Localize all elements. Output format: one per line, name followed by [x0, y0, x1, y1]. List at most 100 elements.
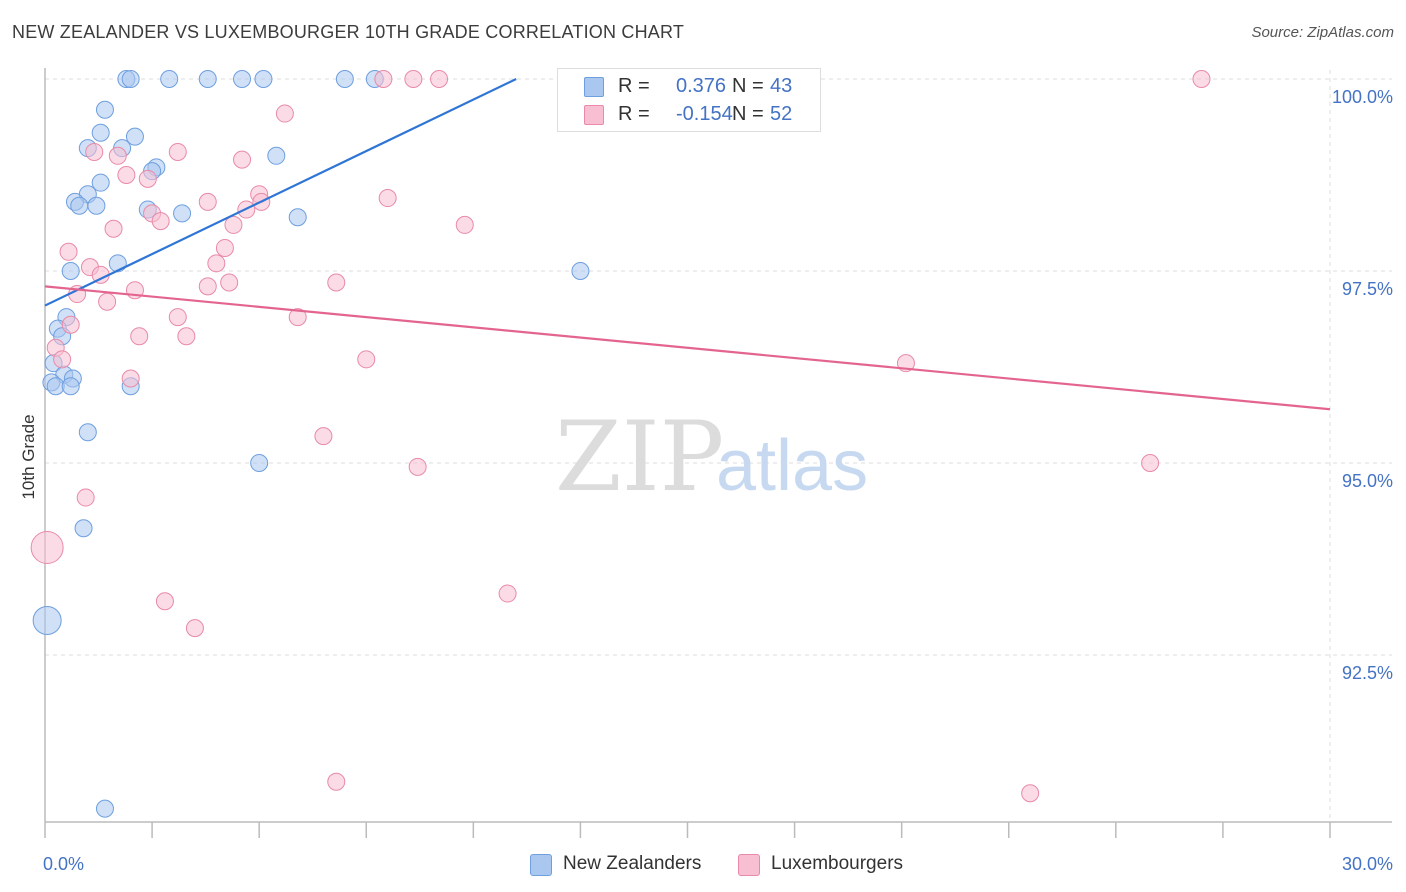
x-tick-label: 30.0% — [1342, 854, 1393, 874]
point-luxembourgers — [104, 219, 123, 238]
source-label: Source: ZipAtlas.com — [1251, 24, 1394, 41]
point-luxembourgers — [357, 350, 376, 369]
points-layer — [30, 70, 1211, 818]
point-new-zealanders — [160, 70, 179, 88]
series-label-luxembourgers: Luxembourgers — [771, 853, 904, 874]
watermark-zip: ZIP — [555, 401, 724, 513]
point-new-zealanders — [125, 127, 144, 146]
point-luxembourgers — [215, 238, 234, 257]
point-new-zealanders — [91, 123, 110, 142]
legend-r-label: R = — [618, 103, 650, 125]
point-luxembourgers — [327, 772, 346, 791]
point-new-zealanders — [173, 204, 192, 223]
legend-swatch-luxembourgers — [584, 105, 604, 125]
point-new-zealanders — [335, 70, 354, 88]
y-tick-label: 97.5% — [1342, 279, 1393, 299]
point-luxembourgers — [155, 592, 174, 611]
trend-layer — [44, 78, 1331, 411]
legend-n-value: 52 — [770, 103, 793, 125]
series-swatch-new-zealanders — [530, 854, 552, 876]
point-new-zealanders — [571, 262, 590, 280]
legend-r-label: R = — [618, 75, 650, 97]
point-new-zealanders — [250, 454, 269, 472]
point-luxembourgers — [1021, 784, 1040, 803]
point-luxembourgers — [168, 308, 187, 327]
point-luxembourgers — [430, 70, 449, 88]
point-new-zealanders — [288, 208, 307, 227]
point-new-zealanders — [108, 254, 127, 273]
point-luxembourgers — [177, 327, 196, 346]
point-luxembourgers — [85, 142, 104, 161]
point-new-zealanders — [121, 70, 140, 88]
point-luxembourgers — [233, 150, 252, 169]
label-layer: 100.0% 97.5% 95.0% 92.5% 0.0% 30.0% 10th Grade — [19, 87, 1393, 874]
legend-r-value: -0.154 — [676, 103, 733, 125]
point-new-zealanders — [254, 70, 273, 88]
watermark-atlas: atlas — [716, 426, 868, 506]
point-luxembourgers — [224, 215, 243, 234]
point-luxembourgers — [314, 427, 333, 446]
y-tick-label: 92.5% — [1342, 663, 1393, 683]
point-luxembourgers — [130, 327, 149, 346]
point-new-zealanders — [267, 146, 286, 165]
point-luxembourgers — [61, 315, 80, 334]
point-new-zealanders — [233, 70, 252, 88]
point-luxembourgers — [53, 350, 72, 369]
trendline-new-zealanders — [44, 78, 517, 307]
point-luxembourgers — [1192, 70, 1211, 88]
point-luxembourgers — [288, 308, 307, 327]
axis-layer — [44, 68, 1392, 838]
point-luxembourgers — [151, 212, 170, 231]
point-luxembourgers — [1141, 454, 1160, 472]
point-luxembourgers — [138, 169, 157, 188]
legend-n-label: N = — [732, 103, 764, 125]
point-new-zealanders — [95, 799, 114, 818]
point-luxembourgers — [220, 273, 239, 292]
point-new-zealanders — [91, 173, 110, 192]
y-tick-label: 95.0% — [1342, 471, 1393, 491]
legend-n-value: 43 — [770, 75, 793, 97]
chart-title: NEW ZEALANDER VS LUXEMBOURGER 10TH GRADE… — [12, 22, 685, 42]
point-new-zealanders — [61, 262, 80, 280]
point-luxembourgers — [455, 215, 474, 234]
point-luxembourgers — [185, 619, 204, 638]
legend-swatch-new-zealanders — [584, 77, 604, 97]
point-luxembourgers — [98, 292, 117, 311]
point-luxembourgers — [498, 584, 517, 603]
point-luxembourgers — [207, 254, 226, 273]
point-luxembourgers — [198, 277, 217, 296]
watermark: ZIP atlas — [555, 401, 868, 513]
stats-legend: R = 0.376 N = 43 R = -0.154 N = 52 — [557, 68, 821, 132]
point-luxembourgers — [30, 530, 64, 564]
point-luxembourgers — [76, 488, 95, 507]
legend-n-label: N = — [732, 75, 764, 97]
point-luxembourgers — [275, 104, 294, 123]
point-luxembourgers — [408, 457, 427, 476]
point-luxembourgers — [198, 192, 217, 211]
point-luxembourgers — [327, 273, 346, 292]
point-luxembourgers — [378, 189, 397, 208]
point-luxembourgers — [168, 142, 187, 161]
point-luxembourgers — [374, 70, 393, 88]
point-new-zealanders — [61, 377, 80, 396]
point-new-zealanders — [78, 423, 97, 442]
point-luxembourgers — [404, 70, 423, 88]
x-tick-label: 0.0% — [43, 854, 84, 874]
point-luxembourgers — [121, 369, 140, 388]
point-new-zealanders — [70, 196, 89, 215]
legend-r-value: 0.376 — [676, 75, 727, 97]
point-new-zealanders — [32, 605, 62, 635]
series-swatch-luxembourgers — [738, 854, 760, 876]
point-luxembourgers — [59, 242, 78, 261]
point-luxembourgers — [108, 146, 127, 165]
point-new-zealanders — [95, 100, 114, 119]
point-new-zealanders — [198, 70, 217, 88]
point-new-zealanders — [87, 196, 106, 215]
y-tick-label: 100.0% — [1332, 87, 1393, 107]
point-new-zealanders — [74, 519, 93, 538]
point-luxembourgers — [117, 166, 136, 184]
series-label-new-zealanders: New Zealanders — [563, 853, 702, 874]
point-new-zealanders — [46, 377, 65, 396]
trendline-luxembourgers — [44, 285, 1331, 411]
